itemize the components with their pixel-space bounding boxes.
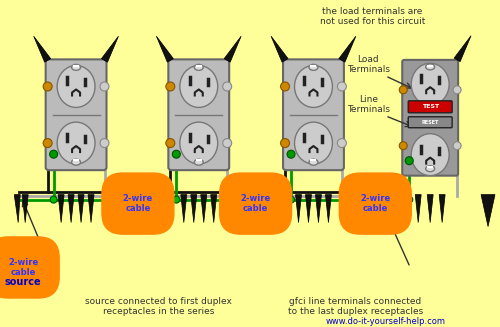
Polygon shape xyxy=(224,36,241,62)
Ellipse shape xyxy=(180,65,218,108)
Polygon shape xyxy=(181,195,187,223)
Polygon shape xyxy=(326,195,332,223)
Polygon shape xyxy=(415,195,421,223)
Polygon shape xyxy=(102,36,118,62)
Text: receptacles in the series: receptacles in the series xyxy=(103,307,214,316)
Ellipse shape xyxy=(294,122,333,164)
Ellipse shape xyxy=(72,159,80,165)
Polygon shape xyxy=(296,195,302,223)
Polygon shape xyxy=(78,195,84,223)
Ellipse shape xyxy=(180,122,218,164)
Polygon shape xyxy=(271,36,288,62)
Ellipse shape xyxy=(426,64,434,70)
Text: 2-wire
cable: 2-wire cable xyxy=(360,194,390,213)
Polygon shape xyxy=(316,195,322,223)
Circle shape xyxy=(453,142,461,150)
Circle shape xyxy=(100,82,109,91)
Polygon shape xyxy=(68,195,74,223)
Polygon shape xyxy=(58,195,64,223)
FancyBboxPatch shape xyxy=(408,117,452,128)
FancyBboxPatch shape xyxy=(408,101,452,113)
Polygon shape xyxy=(210,195,216,223)
Text: 2-wire
cable: 2-wire cable xyxy=(8,258,38,277)
FancyBboxPatch shape xyxy=(283,60,344,170)
Circle shape xyxy=(50,150,58,158)
Circle shape xyxy=(222,139,232,147)
Ellipse shape xyxy=(57,122,95,164)
Polygon shape xyxy=(439,195,445,223)
Circle shape xyxy=(400,142,407,150)
Polygon shape xyxy=(306,195,312,223)
Ellipse shape xyxy=(57,65,95,108)
Text: source: source xyxy=(5,277,42,287)
Polygon shape xyxy=(454,36,471,61)
Circle shape xyxy=(50,196,57,203)
Circle shape xyxy=(166,82,175,91)
Polygon shape xyxy=(22,195,28,223)
Circle shape xyxy=(280,82,289,91)
Text: to the last duplex receptacles: to the last duplex receptacles xyxy=(288,307,423,316)
Text: Terminals: Terminals xyxy=(347,65,390,74)
Circle shape xyxy=(280,139,289,147)
Text: gfci line terminals connected: gfci line terminals connected xyxy=(289,297,422,306)
Ellipse shape xyxy=(411,63,449,105)
Polygon shape xyxy=(339,36,356,62)
Circle shape xyxy=(453,86,461,94)
Text: not used for this circuit: not used for this circuit xyxy=(320,17,425,26)
Ellipse shape xyxy=(194,159,203,165)
Polygon shape xyxy=(191,195,197,223)
Polygon shape xyxy=(14,195,20,223)
Polygon shape xyxy=(34,36,50,62)
Ellipse shape xyxy=(309,159,318,165)
Ellipse shape xyxy=(194,64,203,70)
Text: 2-wire
cable: 2-wire cable xyxy=(240,194,270,213)
Circle shape xyxy=(43,82,52,91)
Circle shape xyxy=(222,82,232,91)
Polygon shape xyxy=(88,195,94,223)
Circle shape xyxy=(100,139,109,147)
Circle shape xyxy=(406,196,412,203)
FancyBboxPatch shape xyxy=(46,60,106,170)
Circle shape xyxy=(288,196,294,203)
Text: www.do-it-yourself-help.com: www.do-it-yourself-help.com xyxy=(326,317,446,326)
FancyBboxPatch shape xyxy=(402,60,458,176)
Ellipse shape xyxy=(309,64,318,70)
Polygon shape xyxy=(481,195,495,227)
Circle shape xyxy=(173,196,180,203)
Text: TEST: TEST xyxy=(422,104,438,109)
Ellipse shape xyxy=(72,64,80,70)
Polygon shape xyxy=(201,195,206,223)
Text: RESET: RESET xyxy=(422,120,439,125)
Polygon shape xyxy=(427,195,433,223)
Circle shape xyxy=(43,139,52,147)
Ellipse shape xyxy=(411,134,449,176)
Ellipse shape xyxy=(294,65,333,108)
Circle shape xyxy=(166,139,175,147)
FancyBboxPatch shape xyxy=(168,60,229,170)
Ellipse shape xyxy=(426,166,434,172)
Text: the load terminals are: the load terminals are xyxy=(322,8,422,16)
Polygon shape xyxy=(156,36,174,62)
Circle shape xyxy=(338,82,346,91)
Text: Terminals: Terminals xyxy=(347,105,390,114)
Text: 2-wire
cable: 2-wire cable xyxy=(123,194,153,213)
Circle shape xyxy=(405,157,413,165)
Text: Load: Load xyxy=(358,55,379,64)
Circle shape xyxy=(287,150,295,158)
Circle shape xyxy=(400,86,407,94)
Text: source connected to first duplex: source connected to first duplex xyxy=(86,297,233,306)
Circle shape xyxy=(338,139,346,147)
Text: Line: Line xyxy=(359,95,378,104)
Circle shape xyxy=(172,150,180,158)
